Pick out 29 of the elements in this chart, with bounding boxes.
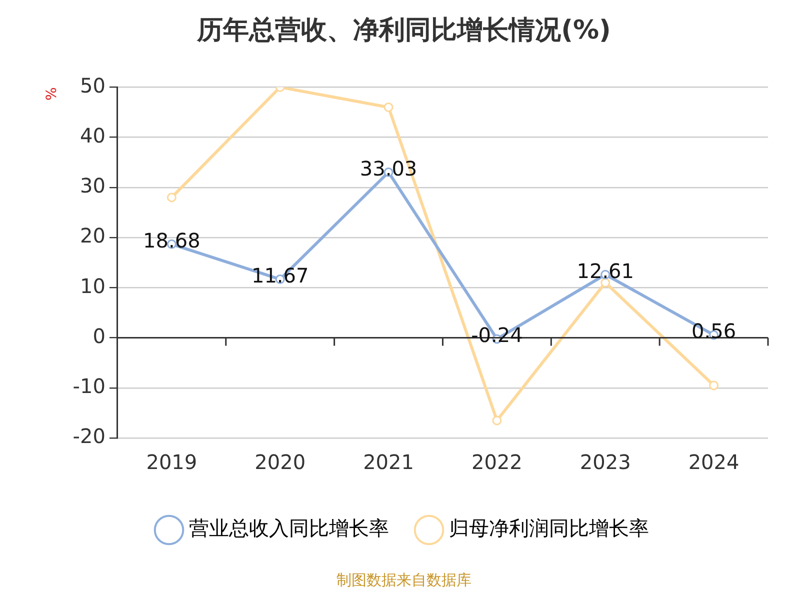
legend-label: 归母净利润同比增长率 — [449, 516, 649, 540]
x-tick-label: 2023 — [580, 450, 631, 474]
y-tick-label: 0 — [92, 324, 106, 348]
legend-label: 营业总收入同比增长率 — [189, 516, 389, 540]
y-tick-label: -10 — [72, 374, 106, 398]
point — [492, 416, 502, 426]
y-tick-label: 30 — [80, 174, 106, 198]
data-label: 33.03 — [360, 156, 418, 180]
chart-title: 历年总营收、净利同比增长情况(%) — [196, 15, 611, 46]
text: 制图数据来自数据库 — [336, 570, 472, 589]
y-axis-title: % — [44, 87, 60, 101]
y-tick-label: 10 — [80, 274, 106, 298]
y-tick-label: 40 — [80, 124, 106, 148]
data-label: 0.56 — [692, 319, 736, 344]
y-tick-label: 50 — [80, 73, 106, 98]
y-tick-label: -20 — [72, 424, 106, 448]
x-tick-label: 2024 — [688, 450, 740, 474]
point — [166, 192, 176, 202]
data-label: 11.67 — [251, 263, 309, 288]
y-tick-label: 20 — [80, 224, 106, 248]
x-tick-label: 2019 — [146, 450, 198, 474]
x-tick-label: 2020 — [254, 450, 306, 474]
x-tick-label: 2021 — [363, 450, 414, 474]
point — [384, 102, 394, 112]
point — [600, 278, 610, 288]
data-label: 12.61 — [576, 258, 634, 283]
x-tick-label: 2022 — [471, 450, 522, 474]
point — [709, 380, 719, 390]
data-label: 18.68 — [143, 228, 200, 252]
